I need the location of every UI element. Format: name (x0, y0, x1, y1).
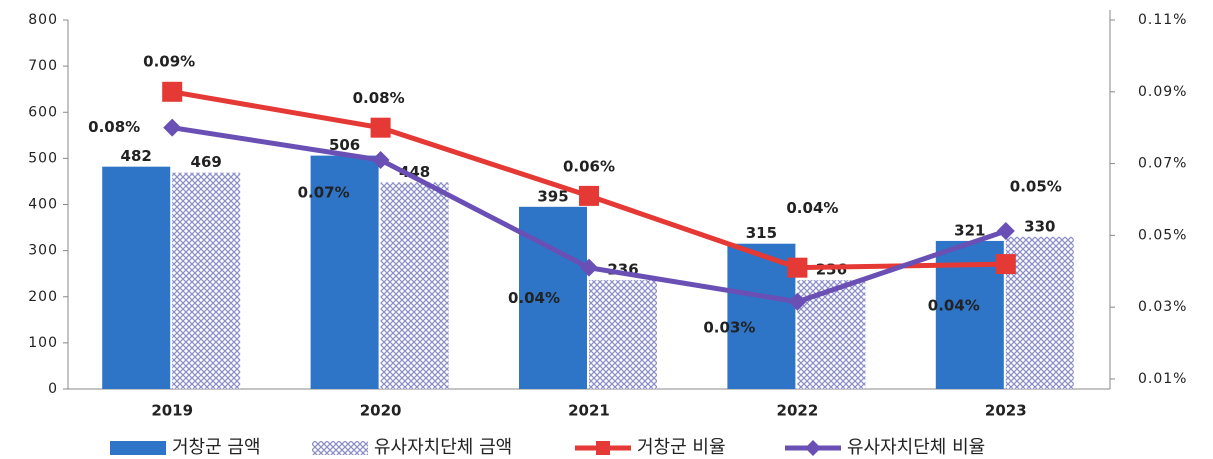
bar (310, 155, 379, 389)
data-label: 0.04% (928, 297, 980, 315)
y2-tick-label: 0.01% (1138, 371, 1187, 387)
marker (995, 254, 1016, 275)
bar (172, 172, 241, 389)
x-tick-label: 2021 (568, 402, 610, 420)
marker (162, 81, 183, 102)
legend-swatch (312, 441, 368, 455)
x-tick-label: 2020 (360, 402, 402, 420)
data-label: 330 (1024, 217, 1055, 235)
y2-tick-label: 0.07% (1138, 156, 1187, 172)
marker (788, 292, 807, 311)
y2-tick-label: 0.11% (1138, 12, 1187, 28)
y-tick-label: 700 (28, 58, 58, 74)
data-label: 0.09% (143, 52, 195, 70)
data-label: 506 (329, 136, 360, 154)
data-label: 321 (954, 221, 985, 239)
marker (996, 222, 1015, 241)
data-label: 0.04% (786, 199, 838, 217)
legend-label: 거창군 비율 (637, 437, 726, 458)
y2-tick-label: 0.09% (1138, 84, 1187, 100)
y-tick-label: 0 (48, 381, 58, 397)
marker (580, 258, 598, 277)
legend-marker (596, 441, 610, 455)
y-tick-label: 800 (28, 12, 58, 28)
line (171, 89, 1006, 271)
legend-label: 유사자치단체 비율 (847, 437, 985, 458)
legend-label: 유사자치단체 금액 (374, 437, 512, 458)
data-label: 395 (537, 187, 568, 205)
bar (380, 182, 449, 389)
y-tick-label: 400 (28, 197, 58, 213)
data-label: 0.08% (88, 118, 140, 136)
bar (727, 243, 796, 389)
marker (371, 150, 390, 169)
bar (1005, 236, 1074, 389)
data-label: 315 (746, 224, 777, 242)
data-label: 0.03% (703, 318, 755, 336)
bar (102, 166, 171, 389)
bar (589, 280, 657, 389)
marker (787, 257, 808, 278)
legend-label: 거창군 금액 (172, 437, 261, 458)
y-tick-label: 500 (28, 150, 58, 166)
marker (163, 118, 182, 137)
y-tick-label: 100 (28, 335, 58, 351)
y-tick-label: 200 (28, 289, 58, 305)
data-label: 0.04% (508, 289, 560, 307)
data-label: 482 (121, 147, 152, 165)
y2-tick-label: 0.05% (1138, 227, 1187, 243)
data-label: 469 (191, 153, 222, 171)
marker (370, 117, 391, 138)
data-label: 0.08% (353, 89, 405, 107)
data-label: 0.06% (563, 157, 615, 175)
x-tick-label: 2022 (777, 402, 819, 420)
data-label: 0.07% (298, 183, 350, 201)
legend-marker (805, 440, 821, 456)
y2-tick-label: 0.03% (1138, 299, 1187, 315)
legend-swatch (110, 441, 166, 455)
x-tick-label: 2023 (985, 402, 1027, 420)
data-label: 0.05% (1010, 178, 1062, 196)
y-tick-label: 600 (28, 104, 58, 120)
marker (579, 185, 599, 206)
data-label: 448 (399, 163, 430, 181)
x-tick-label: 2019 (151, 402, 193, 420)
y-tick-label: 300 (28, 243, 58, 259)
